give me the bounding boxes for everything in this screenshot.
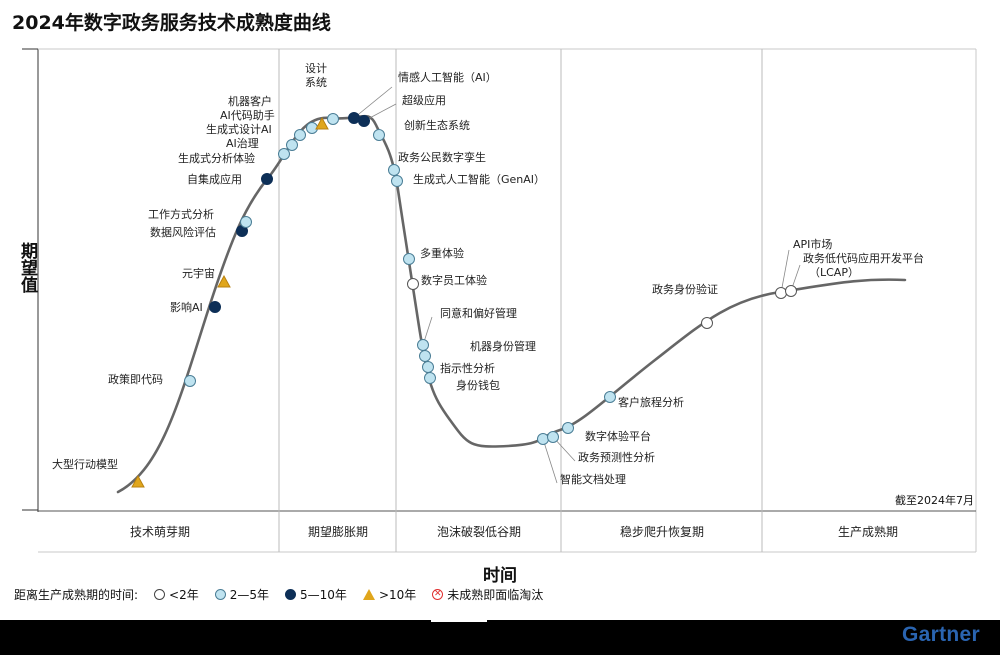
light-blue-circle-marker [417, 339, 429, 351]
legend: 距离生产成熟期的时间: <2年 2—5年 5—10年 >10年 ✕ 未成熟即面临淘… [14, 586, 543, 603]
light-blue-circle-marker [391, 175, 403, 187]
light-blue-circle-marker [562, 422, 574, 434]
dark-blue-circle-marker [261, 173, 273, 185]
technology-label: 生成式设计AI [206, 122, 272, 136]
technology-label: 生成式分析体验 [178, 151, 255, 165]
light-blue-circle-icon [214, 589, 226, 600]
technology-label: 数字员工体验 [421, 273, 487, 287]
leader-line [780, 249, 790, 294]
light-blue-circle-marker [424, 372, 436, 384]
legend-item: <2年 [154, 586, 199, 603]
light-blue-circle-marker [327, 113, 339, 125]
triangle-marker [315, 116, 329, 130]
page-title: 2024年数字政务服务技术成熟度曲线 [12, 12, 331, 34]
light-blue-circle-marker [286, 139, 298, 151]
technology-label: API市场 [793, 237, 832, 251]
light-blue-circle-marker [403, 253, 415, 265]
technology-label: 数据风险评估 [150, 225, 216, 239]
dark-blue-circle-marker [348, 112, 360, 124]
leader-line [542, 438, 558, 484]
white-circle-icon [154, 589, 166, 600]
dark-blue-circle-icon [285, 589, 297, 600]
technology-label: 超级应用 [402, 93, 446, 107]
dark-blue-circle-marker [209, 301, 221, 313]
technology-label: 设计系统 [305, 62, 327, 89]
technology-label: 数字体验平台 [585, 429, 651, 443]
technology-label: 身份钱包 [456, 378, 500, 392]
phase-label-plateau: 生产成熟期 [838, 524, 898, 539]
bottom-notch [431, 618, 487, 622]
technology-label: AI代码助手 [220, 108, 275, 122]
technology-label: 指示性分析 [440, 361, 495, 375]
phase-label-peak: 期望膨胀期 [308, 525, 368, 539]
light-blue-circle-marker [240, 216, 252, 228]
gartner-logo: Gartner [902, 623, 980, 646]
technology-label: 政务低代码应用开发平台（LCAP） [803, 251, 924, 279]
hype-cycle-chart: 技术萌芽期 期望膨胀期 泡沫破裂低谷期 稳步爬升恢复期 生产成熟期 大型行动模型… [22, 48, 977, 553]
triangle-marker [217, 274, 231, 288]
legend-item: 5—10年 [285, 586, 347, 603]
light-blue-circle-marker [294, 129, 306, 141]
white-circle-marker [785, 285, 797, 297]
light-blue-circle-marker [419, 350, 431, 362]
technology-label: 客户旅程分析 [618, 395, 684, 409]
technology-label: 机器身份管理 [470, 339, 536, 353]
white-circle-marker [775, 287, 787, 299]
technology-label: 大型行动模型 [52, 457, 118, 471]
technology-label: 生成式人工智能（GenAI） [413, 172, 545, 186]
y-axis-label: 期望值 [17, 242, 37, 293]
technology-label: 机器客户 [228, 94, 272, 108]
hype-cycle-canvas: 2024年数字政务服务技术成熟度曲线 技术萌芽期 期望膨胀期 泡沫破裂低谷期 稳… [0, 0, 1000, 620]
phase-label-slope: 稳步爬升恢复期 [620, 524, 704, 539]
dark-blue-circle-marker [358, 115, 370, 127]
legend-label: <2年 [169, 588, 199, 602]
technology-label: 影响AI [170, 301, 203, 314]
technology-label: AI治理 [226, 136, 259, 150]
light-blue-circle-marker [422, 361, 434, 373]
technology-label: 自集成应用 [187, 172, 242, 186]
legend-label: 5—10年 [300, 588, 347, 602]
legend-item: 2—5年 [214, 586, 270, 603]
light-blue-circle-marker [537, 433, 549, 445]
technology-label: 多重体验 [420, 246, 464, 260]
light-blue-circle-marker [373, 129, 385, 141]
legend-title: 距离生产成熟期的时间: [14, 588, 139, 602]
legend-label: 2—5年 [229, 588, 270, 602]
technology-label: 政务公民数字孪生 [398, 150, 486, 164]
technology-label: 政务身份验证 [652, 282, 718, 296]
legend-label: 未成熟即面临淘汰 [447, 588, 544, 602]
phase-label-trigger: 技术萌芽期 [130, 525, 190, 539]
technology-label: 工作方式分析 [148, 207, 214, 221]
technology-label: 创新生态系统 [404, 118, 470, 132]
hype-curve [116, 114, 907, 494]
light-blue-circle-marker [547, 431, 559, 443]
light-blue-circle-marker [388, 164, 400, 176]
light-blue-circle-marker [306, 122, 318, 134]
x-axis-label: 时间 [483, 566, 517, 586]
white-circle-marker [407, 278, 419, 290]
technology-label: 同意和偏好管理 [440, 306, 517, 320]
triangle-marker [131, 474, 145, 488]
technology-label: 元宇宙 [182, 266, 215, 280]
technology-label: 情感人工智能（AI） [398, 70, 497, 84]
legend-label: >10年 [378, 588, 417, 602]
phase-label-trough: 泡沫破裂低谷期 [437, 524, 521, 539]
legend-item: ✕ 未成熟即面临淘汰 [432, 586, 543, 603]
technology-label: 政务预测性分析 [578, 450, 655, 464]
triangle-icon [362, 589, 375, 600]
light-blue-circle-marker [184, 375, 196, 387]
light-blue-circle-marker [604, 391, 616, 403]
technology-label: 政策即代码 [108, 372, 163, 386]
x-circle-icon: ✕ [432, 589, 444, 600]
as-of-date: 截至2024年7月 [895, 494, 974, 507]
leader-line [353, 86, 393, 119]
leader-line [363, 103, 397, 122]
technology-label: 智能文档处理 [560, 472, 626, 486]
legend-item: >10年 [362, 586, 417, 603]
white-circle-marker [701, 317, 713, 329]
light-blue-circle-marker [278, 148, 290, 160]
